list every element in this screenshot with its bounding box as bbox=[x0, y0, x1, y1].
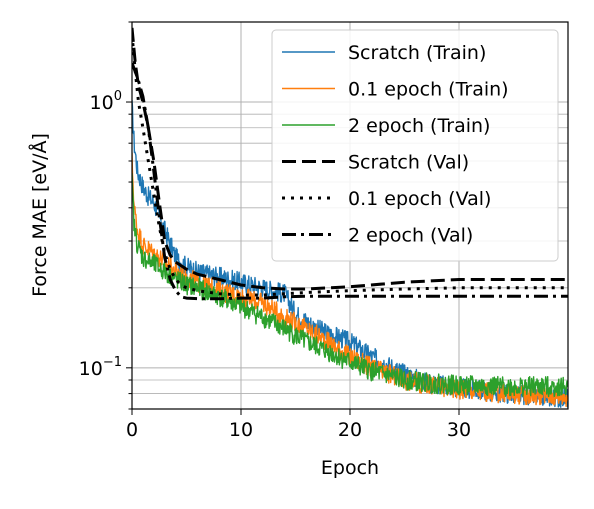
y-tick-label: 10−1 bbox=[79, 355, 122, 380]
y-axis-label: Force MAE [eV/Å] bbox=[28, 133, 51, 297]
y-tick-label: 100 bbox=[90, 89, 122, 114]
legend-entry: 0.1 epoch (Train) bbox=[348, 79, 509, 101]
x-axis-label: Epoch bbox=[321, 457, 379, 479]
series-line-2 bbox=[132, 173, 568, 398]
series-line-3 bbox=[132, 27, 568, 291]
legend: Scratch (Train) 0.1 epoch (Train) 2 epoch … bbox=[271, 29, 559, 262]
legend-entry: 2 epoch (Val) bbox=[348, 225, 473, 247]
series-line-5 bbox=[132, 62, 568, 301]
x-tick-label: 10 bbox=[229, 419, 253, 441]
x-tick-label: 0 bbox=[126, 419, 138, 441]
legend-entry: 0.1 epoch (Val) bbox=[348, 188, 491, 210]
legend-entry: Scratch (Train) bbox=[348, 42, 486, 64]
legend-entry: 2 epoch (Train) bbox=[348, 115, 490, 137]
series-layer bbox=[132, 27, 568, 408]
series-line-4 bbox=[132, 34, 568, 297]
legend-entry: Scratch (Val) bbox=[348, 152, 469, 174]
x-tick-label: 30 bbox=[447, 419, 471, 441]
x-tick-label: 20 bbox=[338, 419, 362, 441]
series-line-0 bbox=[132, 100, 568, 408]
legend-box bbox=[271, 29, 559, 262]
axis-ticks: 0 10 20 30 100 10−1 bbox=[79, 21, 471, 441]
